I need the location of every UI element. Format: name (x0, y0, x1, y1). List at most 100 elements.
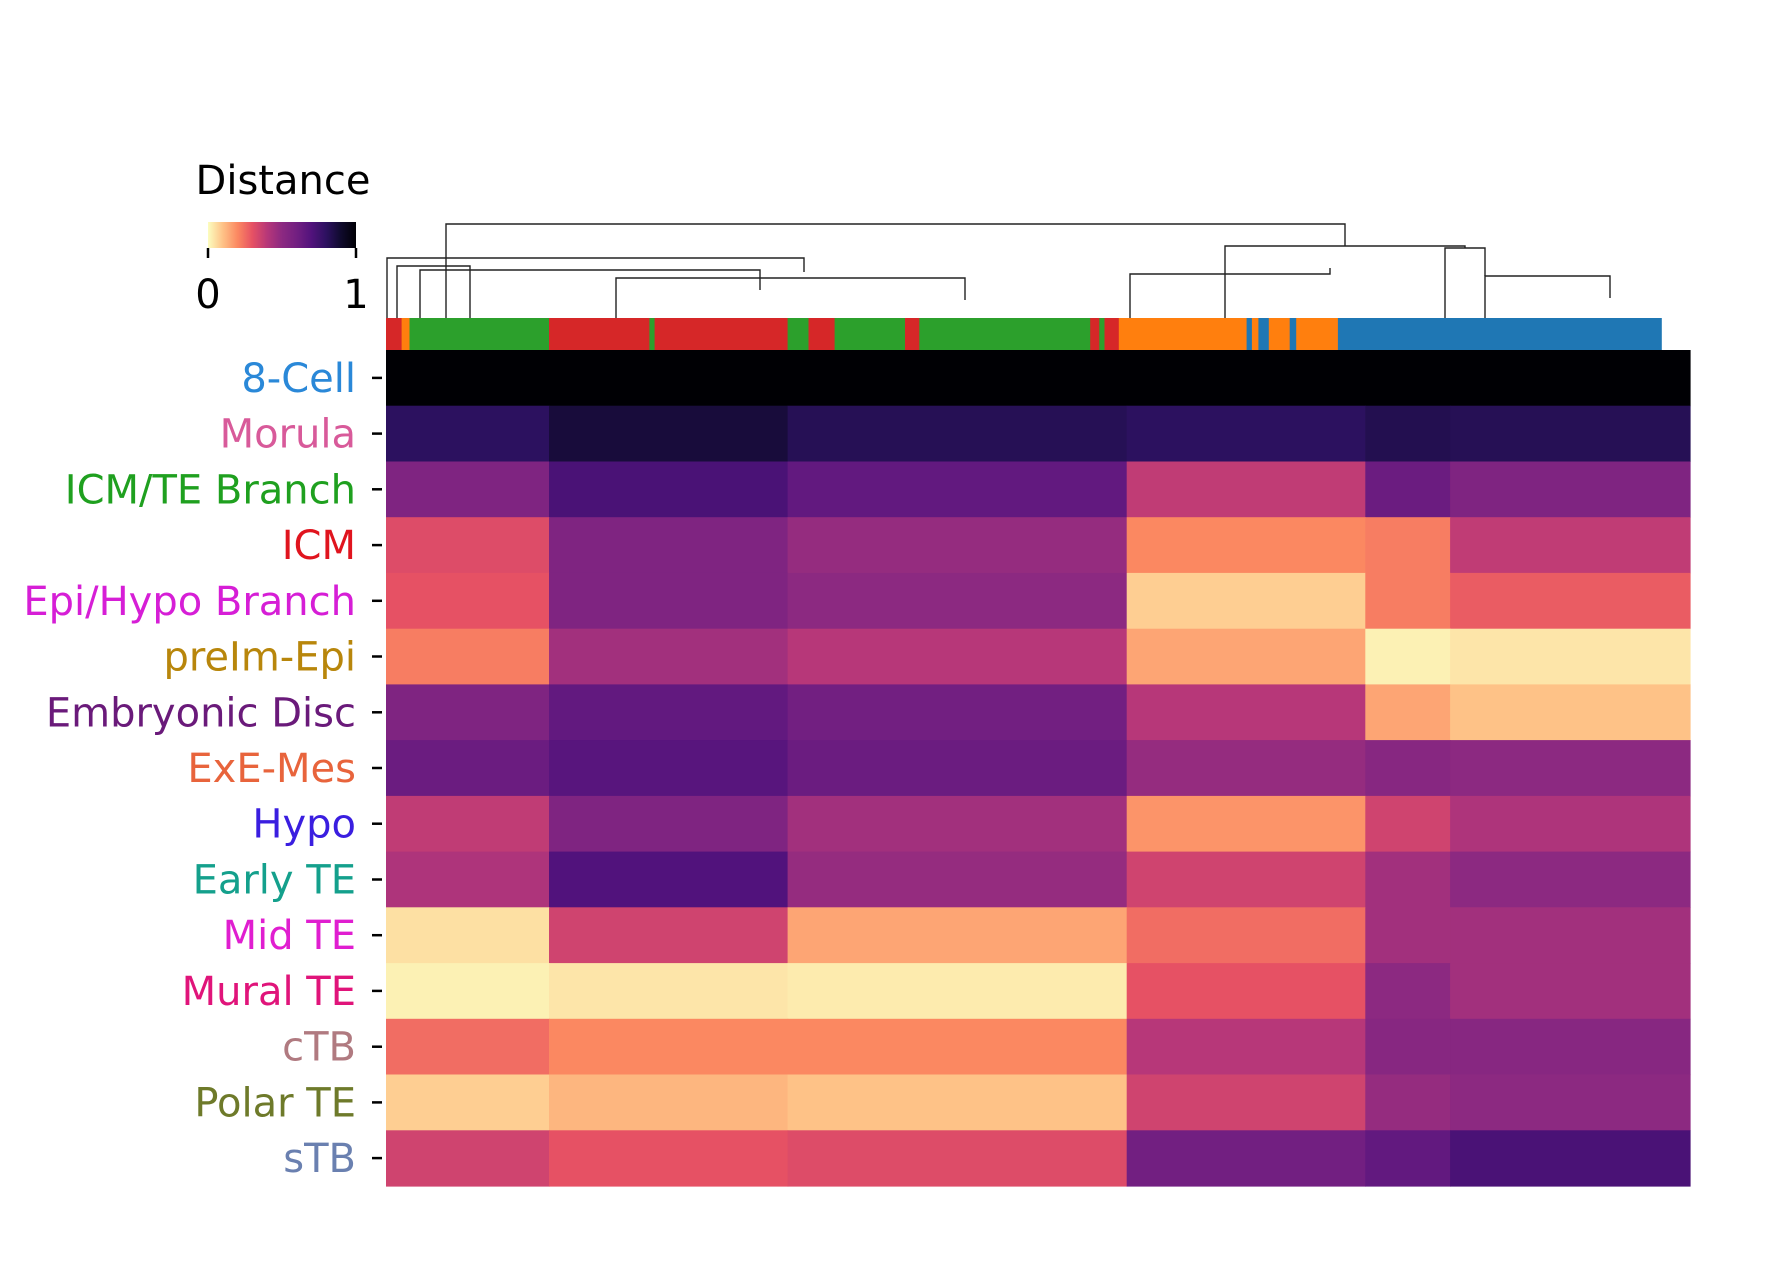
heatmap-cell (386, 628, 550, 685)
heatmap-cell (549, 350, 789, 407)
heatmap-cell (1126, 795, 1366, 853)
heatmap-cell (1126, 1018, 1366, 1076)
colorbar-gradient (208, 222, 356, 248)
row-label: Mid TE (223, 913, 356, 959)
heatmap-cell (549, 572, 789, 630)
heatmap-cell (1450, 572, 1691, 630)
color-bar-segment (1118, 318, 1248, 350)
row-label: ICM (282, 523, 356, 569)
color-bar-segment (1246, 318, 1253, 350)
heatmap-cell (1450, 740, 1691, 797)
dendrogram-right-sub-link (1129, 268, 1331, 318)
row-label: Mural TE (182, 969, 356, 1015)
heatmap-cell (1126, 1130, 1366, 1187)
heatmap-cell (787, 350, 1128, 407)
heatmap-cell (1450, 628, 1691, 685)
row-label: Hypo (252, 802, 356, 848)
heatmap-cell (1365, 907, 1451, 964)
color-bar-segment (409, 318, 550, 350)
color-bar-segment (401, 318, 410, 350)
heatmap-cell (1450, 517, 1691, 574)
color-bar-segment (1104, 318, 1120, 350)
heatmap-cell (1450, 1130, 1691, 1187)
heatmap-cell (386, 1018, 550, 1076)
row-label: Early TE (193, 858, 356, 904)
heatmap-cell (549, 461, 789, 518)
heatmap-cell (549, 740, 789, 797)
heatmap-cell (1365, 461, 1451, 518)
colorbar-tick-label-min: 0 (195, 272, 220, 318)
heatmap-cell (1126, 350, 1366, 407)
heatmap-cell (1450, 405, 1691, 462)
heatmap-cell (1450, 907, 1691, 964)
dendrogram-root-link (445, 223, 1346, 318)
heatmap-cell (386, 795, 550, 853)
heatmap-cell (787, 1074, 1128, 1131)
heatmap-cell (386, 1130, 550, 1187)
colorbar-tick-label-max: 1 (343, 272, 368, 318)
heatmap-cell (1126, 517, 1366, 574)
heatmap-cell (1126, 907, 1366, 964)
heatmap-cell (787, 628, 1128, 685)
heatmap-cell (1126, 963, 1366, 1020)
colorbar-title: Distance (196, 158, 371, 204)
color-bar-segment (649, 318, 656, 350)
heatmap-cell (1450, 461, 1691, 518)
heatmap-cell (1365, 350, 1451, 407)
heatmap-cell (1126, 628, 1366, 685)
color-bar-segment (1268, 318, 1291, 350)
row-label: preIm-Epi (163, 635, 356, 681)
dendrogram-left-sub-link (396, 265, 471, 318)
heatmap-cell (787, 1018, 1128, 1076)
column-color-bar (386, 318, 1662, 350)
heatmap-cell (549, 517, 789, 574)
color-bar-segment (905, 318, 920, 350)
heatmap-cell (386, 517, 550, 574)
row-label: Morula (220, 412, 356, 458)
heatmap-cell (386, 907, 550, 964)
heatmap-cell (1365, 405, 1451, 462)
heatmap-cell (386, 461, 550, 518)
heatmap-cell (787, 963, 1128, 1020)
heatmap-cell (787, 684, 1128, 741)
heatmap-cells (386, 350, 1691, 1187)
heatmap-cell (1126, 740, 1366, 797)
heatmap-cell (386, 963, 550, 1020)
heatmap-cell (549, 1018, 789, 1076)
heatmap-cell (549, 628, 789, 685)
heatmap-cell (1126, 461, 1366, 518)
heatmap-cell (1365, 628, 1451, 685)
heatmap-cell (1365, 963, 1451, 1020)
heatmap-cell (787, 517, 1128, 574)
color-bar-segment (1099, 318, 1105, 350)
heatmap-cell (787, 795, 1128, 853)
color-bar-segment (1258, 318, 1270, 350)
heatmap-cell (549, 684, 789, 741)
color-bar-segment (834, 318, 906, 350)
color-bar-segment (1296, 318, 1339, 350)
dendrogram-left-inner-link (419, 269, 761, 318)
heatmap-cell (549, 851, 789, 908)
heatmap-cell (787, 740, 1128, 797)
heatmap-cell (549, 405, 789, 462)
heatmap-cell (386, 1074, 550, 1131)
color-bar-segment (787, 318, 809, 350)
color-bar-segment (808, 318, 836, 350)
heatmap-cell (1126, 572, 1366, 630)
heatmap-cell (386, 572, 550, 630)
heatmap-cell (386, 405, 550, 462)
heatmap-cell (787, 851, 1128, 908)
heatmap-cell (1365, 1018, 1451, 1076)
dendrogram-left-link (386, 257, 805, 318)
heatmap-cell (386, 851, 550, 908)
row-label: cTB (282, 1025, 356, 1071)
heatmap-cell (1450, 1074, 1691, 1131)
heatmap-cell (1365, 572, 1451, 630)
heatmap-cell (1365, 740, 1451, 797)
heatmap-cell (1450, 350, 1691, 407)
row-label: 8-Cell (241, 356, 356, 402)
heatmap-cell (1450, 795, 1691, 853)
heatmap-cell (1365, 851, 1451, 908)
row-label: ExE-Mes (187, 746, 356, 792)
